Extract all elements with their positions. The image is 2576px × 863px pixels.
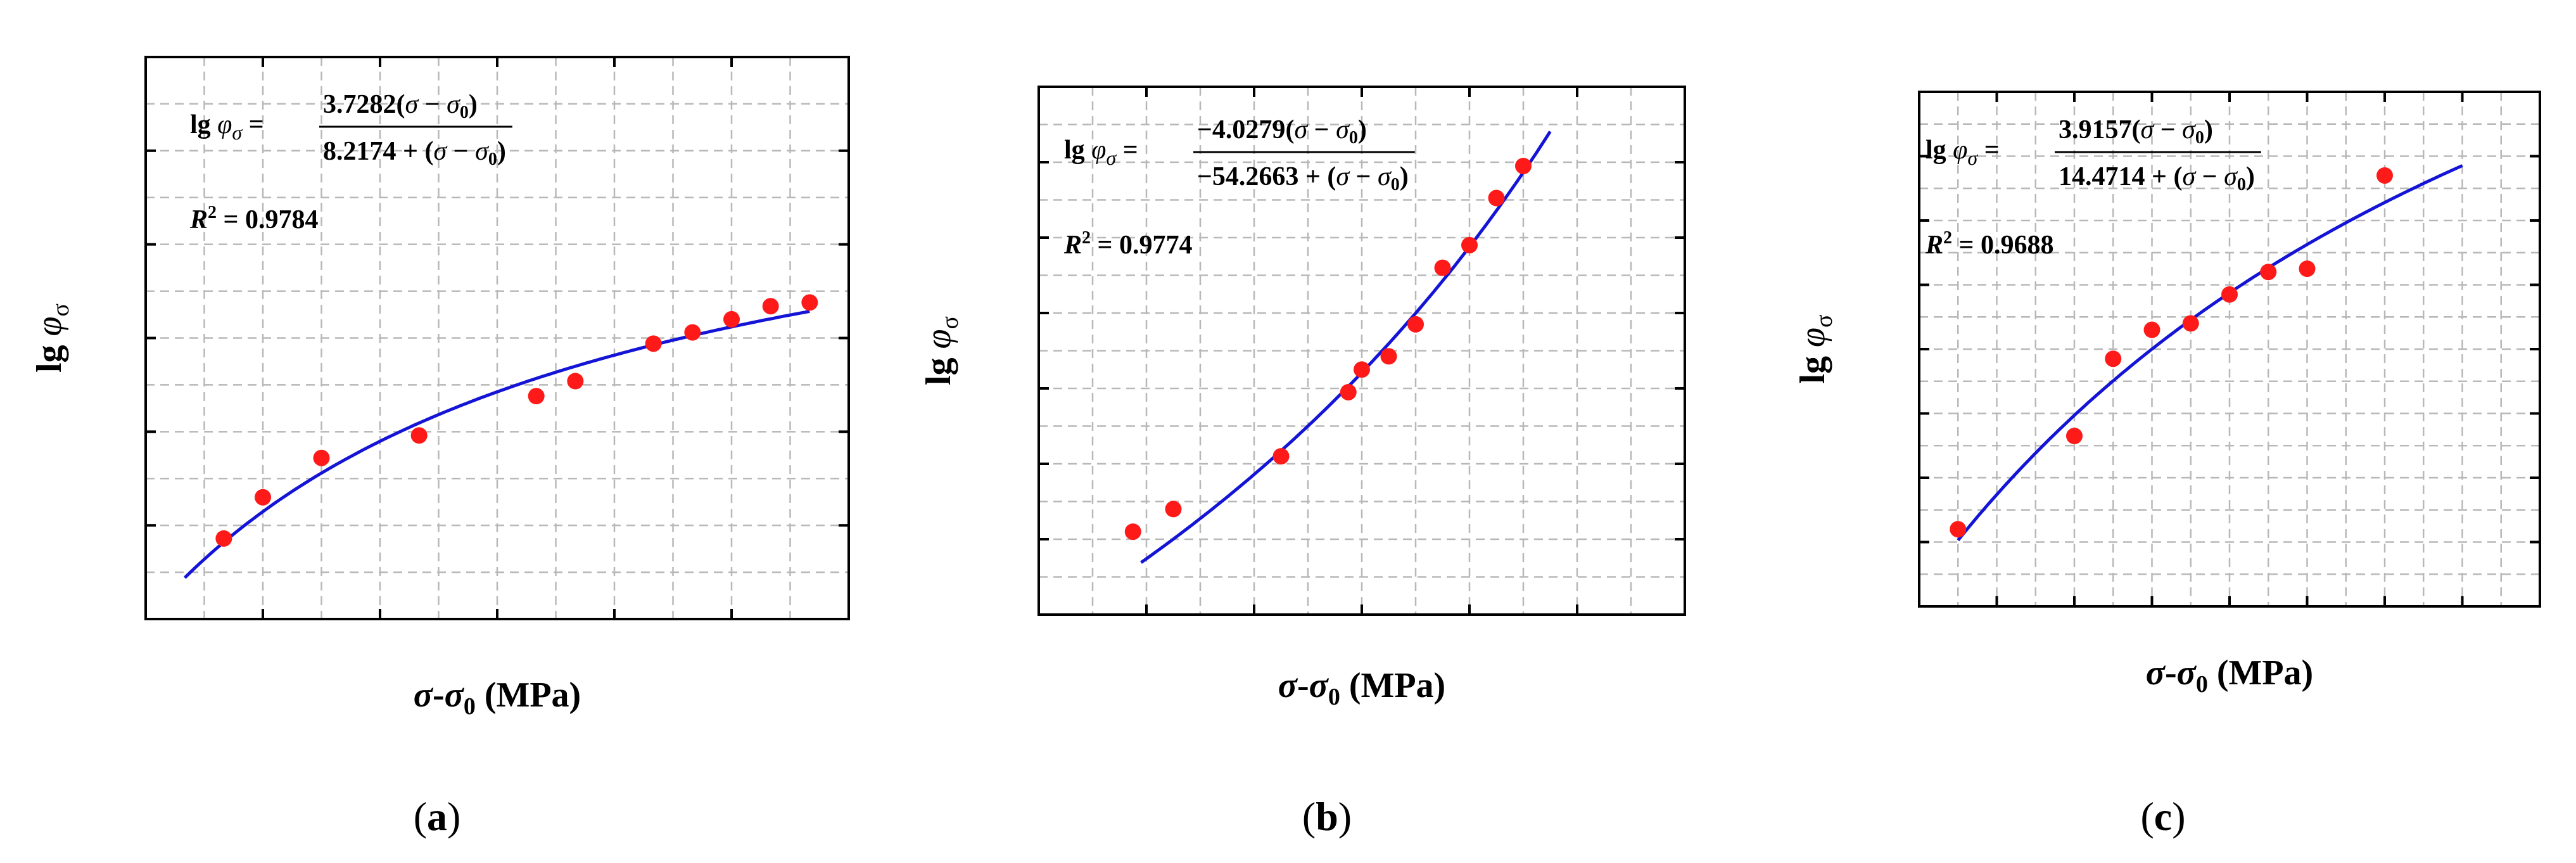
r-squared: R2 = 0.9784 xyxy=(189,203,318,234)
data-point xyxy=(2143,321,2160,338)
equation-lhs: lg φσ = xyxy=(1064,136,1138,169)
x-axis-title: σ-σ0 (MPa) xyxy=(2146,653,2313,698)
r-squared: R2 = 0.9688 xyxy=(1925,228,2053,260)
data-point xyxy=(1165,501,1182,518)
data-point xyxy=(684,324,701,341)
panel-label: (a) xyxy=(414,794,461,839)
equation-lhs: lg φσ = xyxy=(1926,136,2000,169)
fit-equation: lg φσ = 3.9157(σ − σ0) 14.4714 + (σ − σ0) R… xyxy=(1925,115,2261,260)
data-point xyxy=(801,294,818,311)
data-point xyxy=(1340,383,1357,400)
fit-equation: lg φσ = 3.7282(σ − σ0) 8.2174 + (σ − σ0) R2… xyxy=(189,90,512,234)
data-point xyxy=(1272,448,1290,465)
data-point xyxy=(2376,167,2393,184)
chart-panel-b: σ-σ0 (MPa) lg φσ lg φσ = −4.0279(σ − σ0) −54… xyxy=(919,86,1686,839)
y-axis-title: lg φσ xyxy=(1793,314,1837,383)
panel-label: (b) xyxy=(1302,794,1352,839)
data-point xyxy=(1515,157,1532,174)
grid xyxy=(146,57,849,619)
data-point xyxy=(1461,236,1478,253)
data-point xyxy=(2066,428,2083,445)
r-squared: R2 = 0.9774 xyxy=(1063,228,1192,260)
y-axis-title: lg φσ xyxy=(30,304,74,373)
equation-numerator: 3.9157(σ − σ0) xyxy=(2059,115,2213,148)
data-point xyxy=(528,388,545,405)
data-point xyxy=(723,310,740,328)
data-point xyxy=(2299,260,2316,278)
data-point xyxy=(2221,286,2238,303)
data-point xyxy=(215,530,232,547)
panel-label: (c) xyxy=(2140,794,2185,839)
data-point xyxy=(2105,350,2122,368)
data-point xyxy=(2182,315,2199,332)
grid xyxy=(1039,87,1685,615)
equation-numerator: 3.7282(σ − σ0) xyxy=(323,90,478,122)
equation-denominator: 14.4714 + (σ − σ0) xyxy=(2059,162,2255,195)
fit-curve xyxy=(183,309,810,579)
data-point xyxy=(567,373,584,390)
data-point xyxy=(1354,361,1370,378)
grid xyxy=(1919,92,2540,606)
data-point xyxy=(1407,316,1424,333)
equation-denominator: −54.2663 + (σ − σ0) xyxy=(1197,162,1409,195)
data-point xyxy=(1434,259,1451,276)
data-point xyxy=(1950,521,1967,538)
equation-lhs: lg φσ = xyxy=(190,110,264,144)
fit-equation: lg φσ = −4.0279(σ − σ0) −54.2663 + (σ − σ0… xyxy=(1063,115,1415,260)
data-point xyxy=(645,335,662,352)
data-point xyxy=(762,298,779,315)
data-point xyxy=(255,489,271,506)
y-axis-title: lg φσ xyxy=(919,316,963,385)
data-point xyxy=(1124,523,1141,540)
equation-denominator: 8.2174 + (σ − σ0) xyxy=(323,137,506,169)
x-axis-title: σ-σ0 (MPa) xyxy=(414,675,581,720)
data-point xyxy=(410,427,428,444)
chart-panel-a: σ-σ0 (MPa) lg φσ lg φσ = 3.7282(σ − σ0) 8.21… xyxy=(30,56,850,839)
data-point xyxy=(313,449,330,466)
x-axis-title: σ-σ0 (MPa) xyxy=(1278,666,1445,710)
data-point xyxy=(1380,348,1397,365)
chart-panel-c: σ-σ0 (MPa) lg φσ lg φσ = 3.9157(σ − σ0) 14.4… xyxy=(1793,91,2541,839)
data-point xyxy=(2260,264,2277,281)
data-point xyxy=(1488,189,1505,207)
equation-numerator: −4.0279(σ − σ0) xyxy=(1197,115,1367,148)
fit-curve xyxy=(1957,164,2463,542)
